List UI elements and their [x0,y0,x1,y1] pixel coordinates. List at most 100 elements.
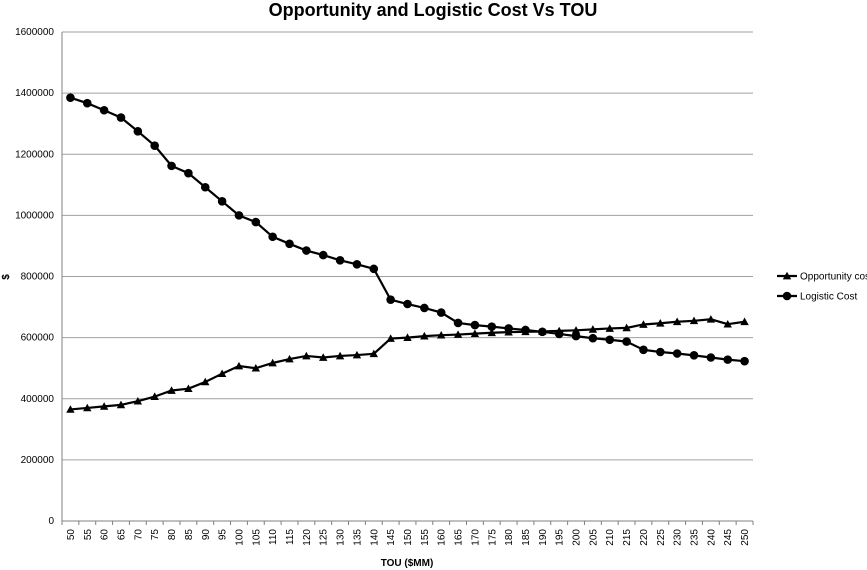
data-point [672,317,682,326]
data-point [234,361,244,370]
data-point [386,334,395,342]
legend-circle-marker [782,291,792,301]
data-point [335,256,345,265]
x-tick-label: 235 [690,529,701,546]
data-point [740,356,749,366]
x-tick-label: 90 [201,529,212,541]
y-tick-label: 1600000 [15,27,54,38]
legend-label: Opportunity cost [800,272,867,283]
x-tick-label: 155 [420,529,431,546]
x-tick-label: 100 [234,529,245,546]
data-point [622,337,631,346]
x-tick-label: 185 [521,529,532,546]
x-tick-label: 125 [319,529,330,546]
data-point [167,386,176,394]
data-point [403,333,412,341]
data-point [521,325,530,335]
data-point [66,93,75,103]
x-tick-label: 150 [403,529,414,546]
data-point [386,295,395,305]
data-point [403,299,412,309]
x-tick-label: 175 [487,529,498,546]
data-point [82,98,92,108]
data-point [268,358,277,367]
data-point [369,349,378,358]
data-point [706,353,716,362]
data-point [133,127,143,136]
data-point [588,333,598,343]
x-tick-label: 105 [251,529,262,546]
data-point [571,326,581,334]
data-point [420,331,429,340]
data-point [116,400,126,409]
x-tick-label: 110 [268,529,279,545]
data-point [605,335,615,345]
data-point [487,328,496,337]
y-tick-label: 200000 [21,455,55,466]
series [66,93,749,413]
axes [61,32,753,522]
data-point [150,392,159,400]
data-point [470,329,480,338]
data-point [285,239,294,249]
x-tick-label: 55 [83,529,94,541]
data-point [453,318,463,328]
data-point [487,322,497,331]
x-tick-label: 165 [454,529,465,546]
data-point [335,351,345,360]
data-point [689,351,699,360]
x-tick-label: 240 [706,529,717,546]
x-tick-label: 75 [150,529,161,541]
data-point [369,264,379,274]
x-tick-label: 60 [100,529,111,541]
y-axis-label: $ [1,274,12,280]
data-point [639,345,648,355]
data-point [167,161,176,171]
data-point [723,355,733,364]
data-point [251,217,261,227]
legend: Opportunity cost Logistic Cost [777,272,867,303]
y-tick-label: 400000 [21,394,55,405]
y-tick-label: 800000 [21,272,55,283]
data-point [217,197,227,206]
data-point [689,316,699,325]
y-axis-ticks: 0 200000 400000 600000 800000 1000000 1200000 1… [15,27,54,527]
x-tick-label: 70 [133,529,144,541]
y-tick-label: 600000 [21,333,55,344]
data-point [251,363,261,372]
data-point [234,211,244,220]
data-point [319,353,328,361]
data-point [723,319,732,328]
x-tick-label: 180 [504,529,515,546]
x-tick-label: 190 [538,529,549,546]
gridlines [62,31,753,461]
data-point [453,330,463,338]
data-point [740,317,749,326]
data-point [200,182,210,192]
data-point [302,351,311,360]
data-point [285,354,294,363]
data-point [436,308,446,317]
data-point [201,377,210,386]
x-tick-label: 245 [723,529,734,546]
data-point [268,232,277,242]
data-point [470,320,480,330]
data-point [150,141,159,150]
x-axis-ticks: 50 55 60 65 70 75 80 85 90 95 100 105 110 115 120 125 13… [61,521,754,546]
legend-item: Opportunity cost [777,272,867,283]
x-tick-label: 210 [605,529,616,546]
data-point [352,259,362,269]
x-tick-label: 130 [336,529,347,546]
data-point [420,303,429,313]
data-point [217,369,227,378]
x-tick-label: 205 [588,529,599,546]
data-point [504,324,513,333]
y-tick-label: 1200000 [15,149,54,160]
x-tick-label: 120 [302,529,313,546]
chart-title: Opportunity and Logistic Cost Vs TOU [269,0,598,20]
data-point [83,403,92,412]
x-tick-label: 200 [572,529,583,546]
data-point [622,323,631,332]
